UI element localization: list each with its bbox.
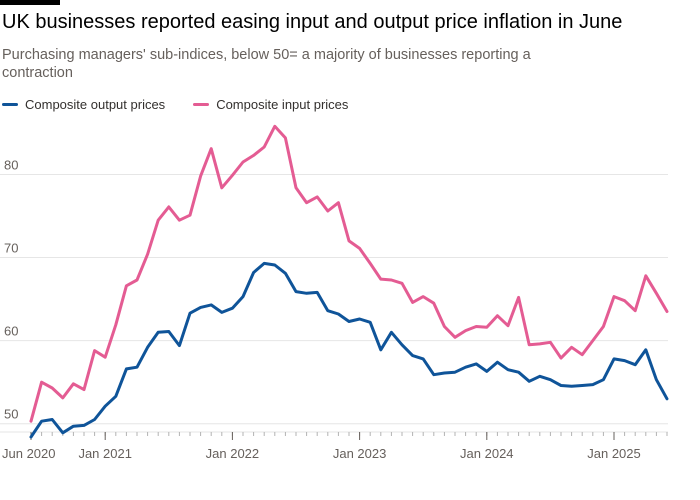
series-line-output bbox=[29, 261, 669, 439]
x-tick-label: Jan 2025 bbox=[587, 446, 641, 461]
legend-item-output: Composite output prices bbox=[2, 97, 165, 112]
gridlines bbox=[0, 173, 668, 425]
x-tick-label: Jan 2024 bbox=[460, 446, 514, 461]
brand-bar bbox=[0, 0, 60, 5]
y-tick-label-80: 80 bbox=[4, 157, 18, 172]
series-lines bbox=[29, 124, 669, 439]
legend-swatch-input bbox=[193, 102, 210, 106]
legend-swatch-output bbox=[2, 102, 18, 106]
legend-label-output: Composite output prices bbox=[25, 96, 166, 112]
y-tick-label-50: 50 bbox=[4, 407, 18, 422]
legend-item-input: Composite input prices bbox=[193, 97, 348, 112]
y-tick-label-70: 70 bbox=[4, 241, 18, 256]
series-line-input bbox=[29, 124, 669, 423]
x-tick-label: Jun 2020 bbox=[2, 446, 56, 461]
x-axis: Jun 2020 Jan 2021 Jan 2022 Jan 2023 Jan 2024… bbox=[0, 431, 668, 461]
y-tick-label-60: 60 bbox=[4, 324, 18, 339]
x-tick-label: Jan 2023 bbox=[333, 446, 387, 461]
x-tick-label: Jan 2022 bbox=[206, 446, 260, 461]
chart-subtitle: Purchasing managers' sub-indices, below … bbox=[2, 47, 531, 81]
legend-label-input: Composite input prices bbox=[216, 96, 349, 112]
chart-title: UK businesses reported easing input and … bbox=[2, 11, 623, 33]
y-axis-tick-labels: 50 60 70 80 bbox=[4, 157, 18, 421]
x-tick-label: Jan 2021 bbox=[78, 446, 132, 461]
chart-legend: Composite output prices Composite input … bbox=[2, 95, 376, 113]
